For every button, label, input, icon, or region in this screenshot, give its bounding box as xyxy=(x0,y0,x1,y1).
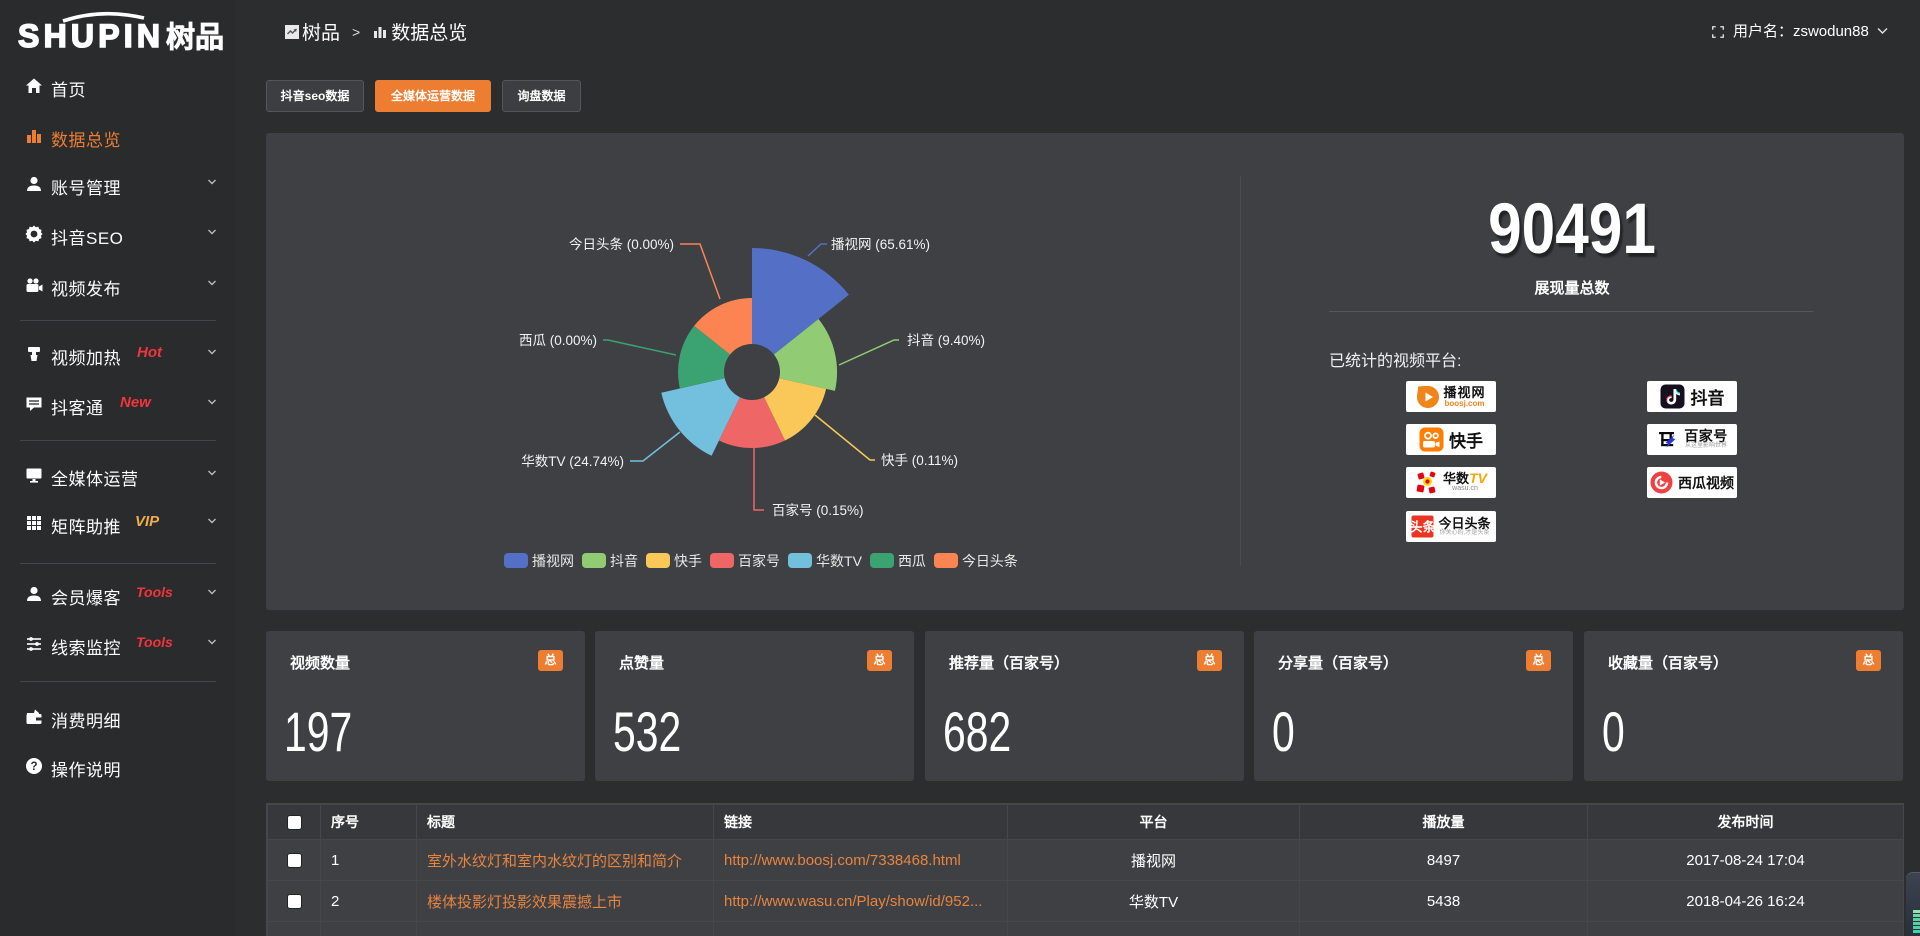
svg-text:快手 (0.11%): 快手 (0.11%) xyxy=(881,453,958,468)
svg-text:树品: 树品 xyxy=(166,21,224,54)
svg-text:播视网 (65.61%): 播视网 (65.61%) xyxy=(831,237,930,252)
svg-text:西瓜 (0.00%): 西瓜 (0.00%) xyxy=(519,333,597,348)
svg-text:?: ? xyxy=(30,761,37,773)
svg-text:SHUPIN: SHUPIN xyxy=(18,18,160,54)
svg-text:百家号 (0.15%): 百家号 (0.15%) xyxy=(772,502,864,518)
svg-text:头条: 头条 xyxy=(1411,520,1434,535)
svg-text:华数TV (24.74%): 华数TV (24.74%) xyxy=(521,454,624,469)
svg-text:今日头条 (0.00%): 今日头条 (0.00%) xyxy=(569,236,674,252)
svg-text:抖音 (9.40%): 抖音 (9.40%) xyxy=(907,332,985,348)
